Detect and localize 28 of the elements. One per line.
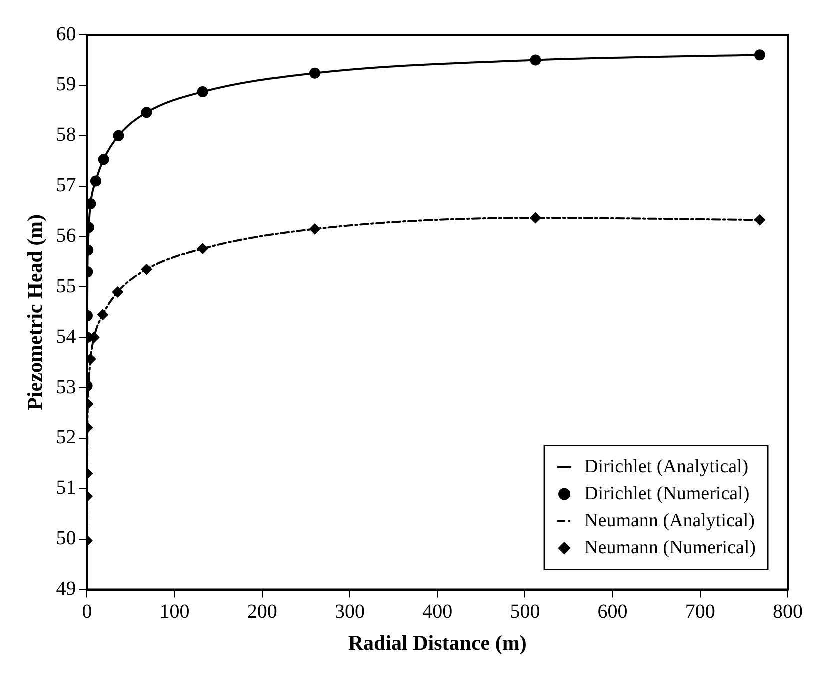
- x-tick-label: 700: [685, 601, 716, 624]
- x-tick-label: 600: [598, 601, 628, 624]
- y-tick-label: 59: [56, 74, 76, 96]
- y-axis-title: Piezometric Head (m): [23, 214, 48, 410]
- y-tick-label: 60: [56, 23, 76, 46]
- y-tick-label: 55: [56, 275, 76, 298]
- x-tick-label: 500: [510, 601, 540, 624]
- legend-label: Dirichlet (Analytical): [584, 456, 749, 478]
- x-axis-title: Radial Distance (m): [348, 630, 527, 655]
- y-tick-label: 53: [56, 376, 76, 398]
- y-tick-label: 50: [56, 528, 76, 550]
- legend-label: Neumann (Numerical): [584, 537, 756, 558]
- x-tick-label: 100: [160, 601, 190, 624]
- x-tick-label: 400: [422, 601, 453, 624]
- y-tick-label: 49: [56, 578, 76, 600]
- y-tick-label: 54: [56, 326, 76, 348]
- legend-label: Dirichlet (Numerical): [584, 483, 750, 504]
- y-tick-label: 56: [56, 224, 76, 247]
- x-tick-label: 300: [335, 601, 365, 624]
- y-tick-label: 58: [56, 124, 76, 146]
- y-tick-label: 51: [56, 477, 76, 500]
- legend-label: Neumann (Analytical): [584, 510, 755, 532]
- x-tick-label: 0: [82, 601, 92, 624]
- x-tick-label: 200: [247, 601, 278, 624]
- x-tick-label: 800: [773, 601, 803, 624]
- y-tick-label: 57: [56, 174, 76, 197]
- point: [754, 214, 766, 226]
- y-tick-label: 52: [56, 426, 76, 449]
